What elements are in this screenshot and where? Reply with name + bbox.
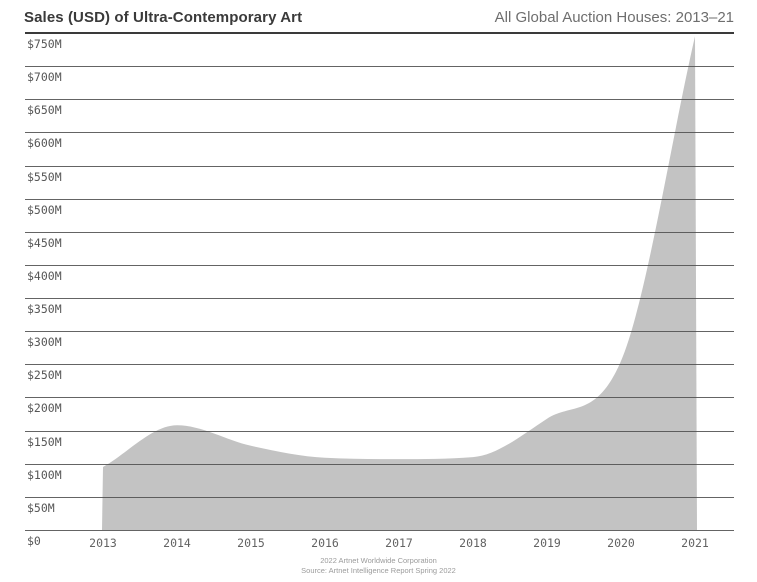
footer-line-2: Source: Artnet Intelligence Report Sprin… — [301, 566, 456, 575]
y-gridline — [25, 397, 734, 399]
y-gridline — [25, 231, 734, 233]
page-title: Sales (USD) of Ultra-Contemporary Art — [24, 9, 303, 26]
y-tick-label: $700M — [27, 70, 62, 85]
y-gridline — [25, 132, 734, 134]
y-tick-label: $150M — [27, 434, 62, 449]
y-tick-label: $450M — [27, 235, 62, 250]
y-tick-label: $350M — [27, 302, 62, 317]
y-tick-label: $400M — [27, 268, 62, 283]
y-tick-label: $100M — [27, 467, 62, 482]
y-gridline — [25, 463, 734, 465]
y-gridline — [25, 66, 734, 68]
x-tick-label: 2014 — [163, 536, 191, 550]
y-gridline — [25, 298, 734, 300]
y-tick-label: $650M — [27, 103, 62, 118]
x-tick-label: 2021 — [681, 536, 709, 550]
y-tick-label: $50M — [27, 500, 55, 515]
footer-line-1: 2022 Artnet Worldwide Corporation — [320, 556, 437, 565]
chart-footer: 2022 Artnet Worldwide Corporation Source… — [0, 556, 757, 576]
y-tick-label: $600M — [27, 136, 62, 151]
y-tick-label: $500M — [27, 202, 62, 217]
x-tick-label: 2020 — [607, 536, 635, 550]
y-tick-label: $750M — [27, 37, 62, 51]
header-rule-gridline — [25, 32, 734, 34]
y-tick-label: $550M — [27, 169, 62, 184]
y-tick-label: $250M — [27, 368, 62, 383]
x-tick-label: 2018 — [459, 536, 487, 550]
y-tick-label: $0 — [27, 534, 41, 548]
x-tick-label: 2013 — [89, 536, 117, 550]
y-gridline — [25, 198, 734, 200]
y-gridline — [25, 331, 734, 333]
y-gridline — [25, 165, 734, 167]
chart-subtitle: All Global Auction Houses: 2013–21 — [494, 9, 734, 26]
y-gridline — [25, 264, 734, 266]
y-gridline — [25, 496, 734, 498]
x-tick-label: 2016 — [311, 536, 339, 550]
y-gridline — [25, 430, 734, 432]
x-tick-label: 2017 — [385, 536, 413, 550]
x-tick-label: 2019 — [533, 536, 561, 550]
y-tick-label: $300M — [27, 335, 62, 350]
y-gridline — [25, 99, 734, 101]
x-tick-label: 2015 — [237, 536, 265, 550]
y-gridline — [25, 364, 734, 366]
y-gridline — [25, 530, 734, 531]
y-tick-label: $200M — [27, 401, 62, 416]
